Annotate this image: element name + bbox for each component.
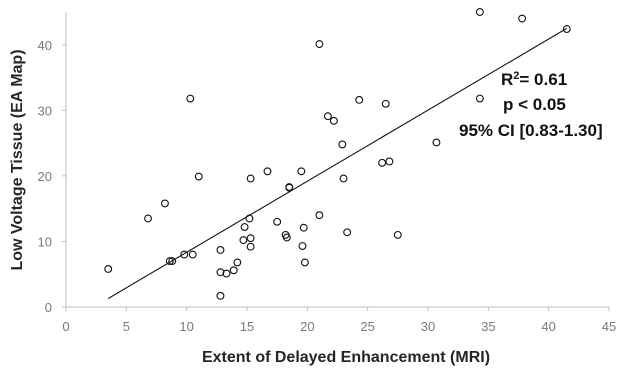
data-point [315, 40, 324, 49]
data-point [432, 138, 441, 147]
data-points [104, 8, 571, 300]
data-point [246, 234, 255, 243]
data-point [299, 223, 308, 232]
data-point [233, 258, 242, 267]
x-axis-title: Extent of Delayed Enhancement (MRI) [202, 349, 490, 366]
data-point [338, 140, 347, 149]
y-tick-label: 20 [38, 169, 52, 184]
data-point [168, 257, 177, 266]
p-value-annotation: p < 0.05 [503, 95, 566, 114]
r-squared-value: = 0.61 [519, 70, 567, 89]
data-point [188, 250, 197, 259]
data-point [160, 199, 169, 208]
y-tick-labels: 0 10 20 30 40 [38, 38, 66, 315]
data-point [216, 246, 225, 254]
confidence-interval-annotation: 95% CI [0.83-1.30] [459, 121, 603, 140]
x-tick-label: 15 [240, 319, 254, 334]
data-point [229, 266, 238, 275]
x-tick-label: 10 [179, 319, 193, 334]
x-tick-label: 40 [541, 319, 555, 334]
data-point [393, 230, 402, 239]
data-point [240, 223, 249, 231]
data-point [144, 214, 153, 223]
data-point [475, 94, 484, 103]
data-point [165, 257, 174, 266]
r-squared-exponent: 2 [513, 70, 519, 82]
data-point [381, 99, 390, 108]
x-tick-label: 0 [62, 319, 69, 334]
data-point [186, 94, 195, 103]
x-tick-label: 45 [602, 319, 616, 334]
data-point [343, 228, 352, 237]
data-point [323, 112, 332, 121]
data-point [194, 172, 203, 181]
data-point [518, 14, 527, 23]
data-point [180, 250, 189, 259]
data-point [298, 242, 307, 250]
data-point [329, 116, 338, 125]
data-point [315, 211, 324, 220]
x-tick-label: 25 [360, 319, 374, 334]
x-tick-label: 30 [421, 319, 435, 334]
x-tick-label: 20 [300, 319, 314, 334]
data-point [355, 95, 364, 104]
data-point [246, 174, 255, 183]
y-tick-label: 10 [38, 234, 52, 249]
data-point [263, 167, 272, 176]
data-point [273, 217, 282, 226]
data-point [239, 236, 248, 245]
data-point [104, 265, 113, 273]
data-point [246, 242, 255, 251]
data-point [562, 25, 571, 33]
data-point [297, 167, 306, 176]
data-point [222, 269, 231, 278]
data-point [378, 158, 387, 167]
x-tick-label: 5 [123, 319, 130, 334]
data-point [339, 174, 348, 183]
data-point [282, 233, 291, 242]
data-point [475, 8, 484, 16]
axes [65, 12, 609, 308]
trend-line [107, 27, 568, 299]
y-tick-label: 0 [45, 300, 52, 315]
y-axis-title: Low Voltage Tissue (EA Map) [9, 49, 26, 270]
data-point [216, 291, 225, 300]
y-tick-label: 30 [38, 103, 52, 118]
r-squared-label: R [501, 70, 513, 89]
r-squared-annotation: R2= 0.61 [501, 70, 567, 89]
y-tick-label: 40 [38, 38, 52, 53]
data-point [300, 258, 309, 267]
data-point [385, 157, 394, 166]
x-tick-labels: 0 5 10 15 20 25 30 35 40 45 [62, 307, 616, 334]
x-tick-label: 35 [481, 319, 495, 334]
data-point [216, 268, 225, 277]
data-point [285, 183, 294, 192]
